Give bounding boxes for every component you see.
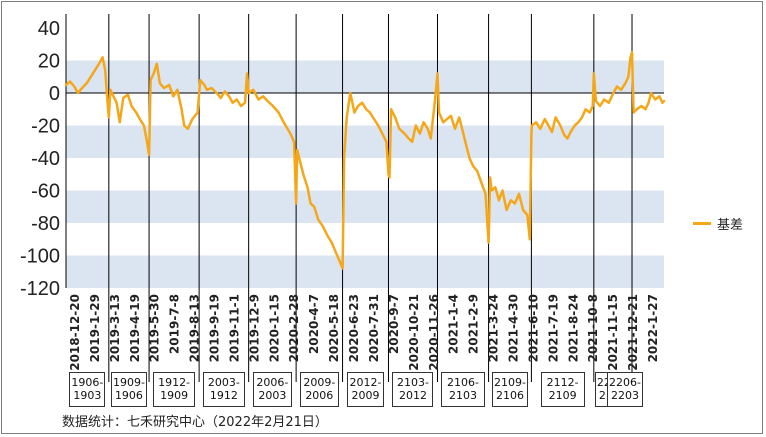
legend-label: 基差 <box>717 218 744 233</box>
contract-box: 2206- 2203 <box>607 372 643 407</box>
contract-box: 2006- 2003 <box>252 372 293 407</box>
x-tick-label: 2022-1-27 <box>646 294 660 362</box>
x-tick-label: 2020-11-26 <box>427 294 441 371</box>
x-tick-label: 2021-8-24 <box>566 294 580 362</box>
x-tick-label: 2019-12-9 <box>247 294 261 362</box>
x-tick-label: 2021-10-8 <box>586 294 600 362</box>
source-footnote: 数据统计：七禾研究中心（2022年2月21日） <box>62 415 328 430</box>
y-tick-labels: 40 20 0 -20 -40 -60 -80 -100 -120 <box>20 18 60 300</box>
series-line <box>64 51 666 270</box>
x-tick-label: 2020-10-21 <box>407 294 421 371</box>
x-tick-label: 2018-12-20 <box>68 294 82 371</box>
grid-band <box>66 255 664 288</box>
contract-box: 2103- 2012 <box>392 372 434 407</box>
x-tick-labels: 2018-12-20 2019-1-29 2019-3-13 2019-4-19 201… <box>68 294 660 371</box>
x-tick-label: 2019-4-19 <box>128 294 142 362</box>
x-tick-label: 2020-5-18 <box>327 294 341 362</box>
x-tick-label: 2019-3-13 <box>108 294 122 362</box>
y-tick-label: -80 <box>31 213 60 235</box>
y-tick-label: 40 <box>38 18 60 40</box>
contract-box: 2106- 2103 <box>441 372 485 407</box>
series-layer <box>64 51 666 270</box>
x-tick-label: 2021-4-30 <box>507 294 521 362</box>
y-tick-label: 0 <box>49 83 60 105</box>
grid-bands <box>66 60 664 288</box>
contract-box: 1906- 1903 <box>69 372 106 407</box>
contract-box: 1912- 1909 <box>153 372 196 407</box>
contract-box: 2012- 2009 <box>346 372 385 407</box>
x-tick-label: 2019-11-1 <box>227 294 241 362</box>
contract-box: 2112- 2109 <box>540 372 585 407</box>
legend-swatch <box>693 222 711 225</box>
legend: 基差 <box>693 214 743 233</box>
x-tick-label: 2019-5-30 <box>148 294 162 362</box>
x-tick-label: 2019-7-8 <box>168 294 182 354</box>
x-tick-label: 2019-1-29 <box>88 294 102 362</box>
grid-band <box>66 190 664 223</box>
axes <box>65 14 664 288</box>
x-tick-label: 2021-7-19 <box>546 294 560 362</box>
y-tick-label: -20 <box>31 116 60 138</box>
x-tick-label: 2020-6-23 <box>347 294 361 362</box>
x-tick-label: 2021-1-4 <box>447 294 461 354</box>
y-tick-label: 20 <box>38 51 60 73</box>
x-tick-label: 2019-9-19 <box>208 294 222 362</box>
contract-box: 2009- 2006 <box>300 372 339 407</box>
contract-box: 2109- 2106 <box>491 372 528 407</box>
x-tick-label: 2021-2-9 <box>467 294 481 354</box>
x-tick-label: 2021-12-21 <box>626 294 640 371</box>
y-tick-label: -40 <box>31 148 60 170</box>
x-tick-label: 2021-6-10 <box>526 294 540 362</box>
contract-box: 2003- 1912 <box>203 372 245 407</box>
y-tick-label: -120 <box>20 278 60 300</box>
x-tick-label: 2021-11-15 <box>606 294 620 371</box>
x-tick-label: 2020-2-28 <box>287 294 301 362</box>
grid-band <box>66 125 664 158</box>
x-tick-label: 2020-4-7 <box>307 294 321 354</box>
y-tick-label: -100 <box>20 246 60 268</box>
y-tick-label: -60 <box>31 181 60 203</box>
contract-box: 1909- 1906 <box>110 372 147 407</box>
x-tick-label: 2020-1-15 <box>267 294 281 362</box>
x-tick-label: 2019-8-13 <box>188 294 202 362</box>
x-tick-label: 2020-7-31 <box>367 294 381 362</box>
x-tick-label: 2021-3-24 <box>487 294 501 362</box>
x-tick-label: 2020-9-7 <box>387 294 401 354</box>
